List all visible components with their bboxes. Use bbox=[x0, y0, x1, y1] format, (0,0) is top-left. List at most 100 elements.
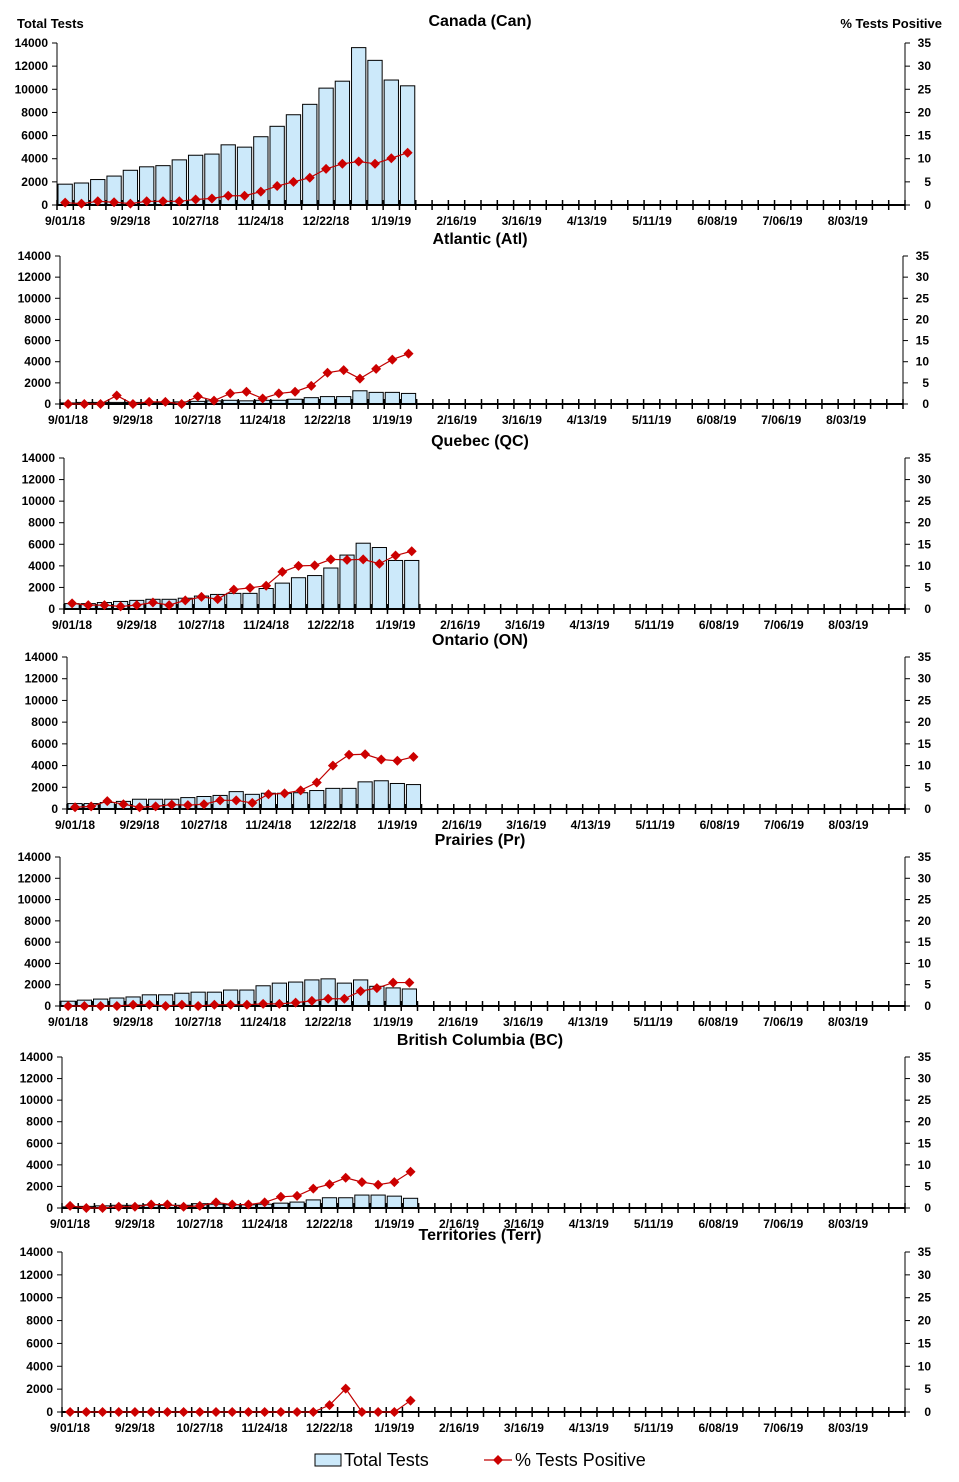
y2-tick-label: 35 bbox=[918, 1050, 932, 1064]
marker-pct-positive bbox=[294, 561, 304, 571]
x-tick-label: 11/24/18 bbox=[242, 1421, 288, 1435]
x-tick-label: 6/08/19 bbox=[696, 413, 736, 427]
x-tick-label: 2/16/19 bbox=[439, 1421, 479, 1435]
x-tick-label: 5/11/19 bbox=[634, 1217, 674, 1231]
y-tick-label: 4000 bbox=[21, 152, 48, 166]
x-tick-label: 9/29/18 bbox=[115, 1217, 155, 1231]
marker-pct-positive bbox=[310, 560, 320, 570]
y-tick-label: 8000 bbox=[24, 312, 51, 326]
x-tick-label: 3/16/19 bbox=[503, 1015, 543, 1029]
bar-total-tests bbox=[352, 48, 366, 205]
y-tick-label: 2000 bbox=[24, 376, 51, 390]
marker-pct-positive bbox=[130, 1202, 140, 1212]
bar-total-tests bbox=[385, 392, 399, 404]
x-tick-label: 7/06/19 bbox=[764, 818, 804, 832]
y-tick-label: 14000 bbox=[22, 451, 56, 465]
x-tick-label: 8/03/19 bbox=[828, 1421, 868, 1435]
y2-tick-label: 5 bbox=[924, 580, 931, 594]
y-tick-label: 0 bbox=[46, 1405, 53, 1419]
x-tick-label: 9/29/18 bbox=[113, 413, 153, 427]
marker-pct-positive bbox=[408, 752, 418, 762]
y2-tick-label: 30 bbox=[918, 59, 932, 73]
legend-marker-swatch bbox=[493, 1455, 503, 1465]
marker-pct-positive bbox=[177, 399, 187, 409]
y-tick-label: 10000 bbox=[20, 1291, 54, 1305]
marker-pct-positive bbox=[243, 1407, 253, 1417]
x-tick-label: 11/24/18 bbox=[238, 214, 284, 228]
bar-total-tests bbox=[356, 543, 370, 609]
y2-tick-label: 10 bbox=[918, 759, 932, 773]
marker-pct-positive bbox=[376, 754, 386, 764]
x-tick-label: 2/16/19 bbox=[437, 413, 477, 427]
bar-total-tests bbox=[368, 60, 382, 205]
x-tick-label: 12/22/18 bbox=[306, 1421, 353, 1435]
marker-pct-positive bbox=[98, 1203, 108, 1213]
bar-total-tests bbox=[400, 86, 414, 205]
x-tick-label: 5/11/19 bbox=[635, 818, 675, 832]
x-tick-label: 10/27/18 bbox=[174, 413, 221, 427]
bar-total-tests bbox=[401, 393, 415, 404]
y-tick-label: 10000 bbox=[18, 291, 52, 305]
y-tick-label: 8000 bbox=[28, 516, 55, 530]
y2-tick-label: 5 bbox=[922, 376, 929, 390]
x-tick-label: 6/08/19 bbox=[700, 818, 740, 832]
x-tick-label: 9/01/18 bbox=[55, 818, 95, 832]
y-tick-label: 4000 bbox=[28, 559, 55, 573]
y-tick-label: 8000 bbox=[31, 715, 58, 729]
x-tick-label: 11/24/18 bbox=[245, 818, 291, 832]
marker-pct-positive bbox=[308, 1184, 318, 1194]
marker-pct-positive bbox=[341, 1173, 351, 1183]
bar-total-tests bbox=[326, 788, 340, 809]
x-tick-label: 9/29/18 bbox=[117, 618, 157, 632]
x-tick-label: 7/06/19 bbox=[764, 618, 804, 632]
y2-tick-label: 10 bbox=[918, 1158, 932, 1172]
y-tick-label: 14000 bbox=[20, 1050, 54, 1064]
marker-pct-positive bbox=[195, 1201, 205, 1211]
y-tick-label: 4000 bbox=[26, 1359, 53, 1373]
x-tick-label: 9/01/18 bbox=[48, 1015, 88, 1029]
x-tick-label: 9/29/18 bbox=[119, 818, 159, 832]
y2-tick-label: 20 bbox=[918, 1314, 932, 1328]
marker-pct-positive bbox=[371, 364, 381, 374]
y-tick-label: 10000 bbox=[15, 82, 49, 96]
y2-tick-label: 10 bbox=[918, 1359, 932, 1373]
marker-pct-positive bbox=[260, 1407, 270, 1417]
bar-total-tests bbox=[406, 785, 420, 809]
x-tick-label: 9/01/18 bbox=[48, 413, 88, 427]
y-tick-label: 14000 bbox=[18, 249, 52, 263]
y-tick-label: 14000 bbox=[15, 36, 49, 50]
x-tick-label: 7/06/19 bbox=[763, 1421, 803, 1435]
y-tick-label: 14000 bbox=[20, 1245, 54, 1259]
x-tick-label: 12/22/18 bbox=[306, 1217, 353, 1231]
marker-pct-positive bbox=[339, 365, 349, 375]
y-tick-label: 2000 bbox=[24, 978, 51, 992]
y2-tick-label: 30 bbox=[918, 1072, 932, 1086]
y2-tick-label: 25 bbox=[918, 1093, 932, 1107]
chart-title: Canada (Can) bbox=[428, 13, 531, 30]
x-tick-label: 11/24/18 bbox=[243, 618, 289, 632]
y-tick-label: 2000 bbox=[26, 1382, 53, 1396]
y-tick-label: 0 bbox=[41, 198, 48, 212]
bar-total-tests bbox=[386, 988, 400, 1006]
x-tick-label: 9/01/18 bbox=[50, 1217, 90, 1231]
y2-tick-label: 35 bbox=[918, 36, 932, 50]
y2-tick-label: 15 bbox=[918, 935, 932, 949]
marker-pct-positive bbox=[324, 1179, 334, 1189]
y-tick-label: 12000 bbox=[22, 473, 56, 487]
chart-panel: Prairies (Pr)020004000600080001000012000… bbox=[18, 832, 932, 1029]
marker-pct-positive bbox=[292, 1191, 302, 1201]
marker-pct-positive bbox=[128, 399, 138, 409]
marker-pct-positive bbox=[344, 750, 354, 760]
y2-tick-label: 35 bbox=[918, 451, 932, 465]
bar-total-tests bbox=[319, 88, 333, 205]
y2-tick-label: 0 bbox=[924, 198, 931, 212]
x-tick-label: 11/24/18 bbox=[240, 413, 286, 427]
y-tick-label: 8000 bbox=[21, 105, 48, 119]
y2-tick-label: 0 bbox=[924, 1201, 931, 1215]
bar-total-tests bbox=[324, 568, 338, 609]
bar-total-tests bbox=[227, 593, 241, 609]
x-tick-label: 2/16/19 bbox=[442, 818, 482, 832]
y2-tick-label: 30 bbox=[916, 270, 930, 284]
y-tick-label: 2000 bbox=[31, 780, 58, 794]
